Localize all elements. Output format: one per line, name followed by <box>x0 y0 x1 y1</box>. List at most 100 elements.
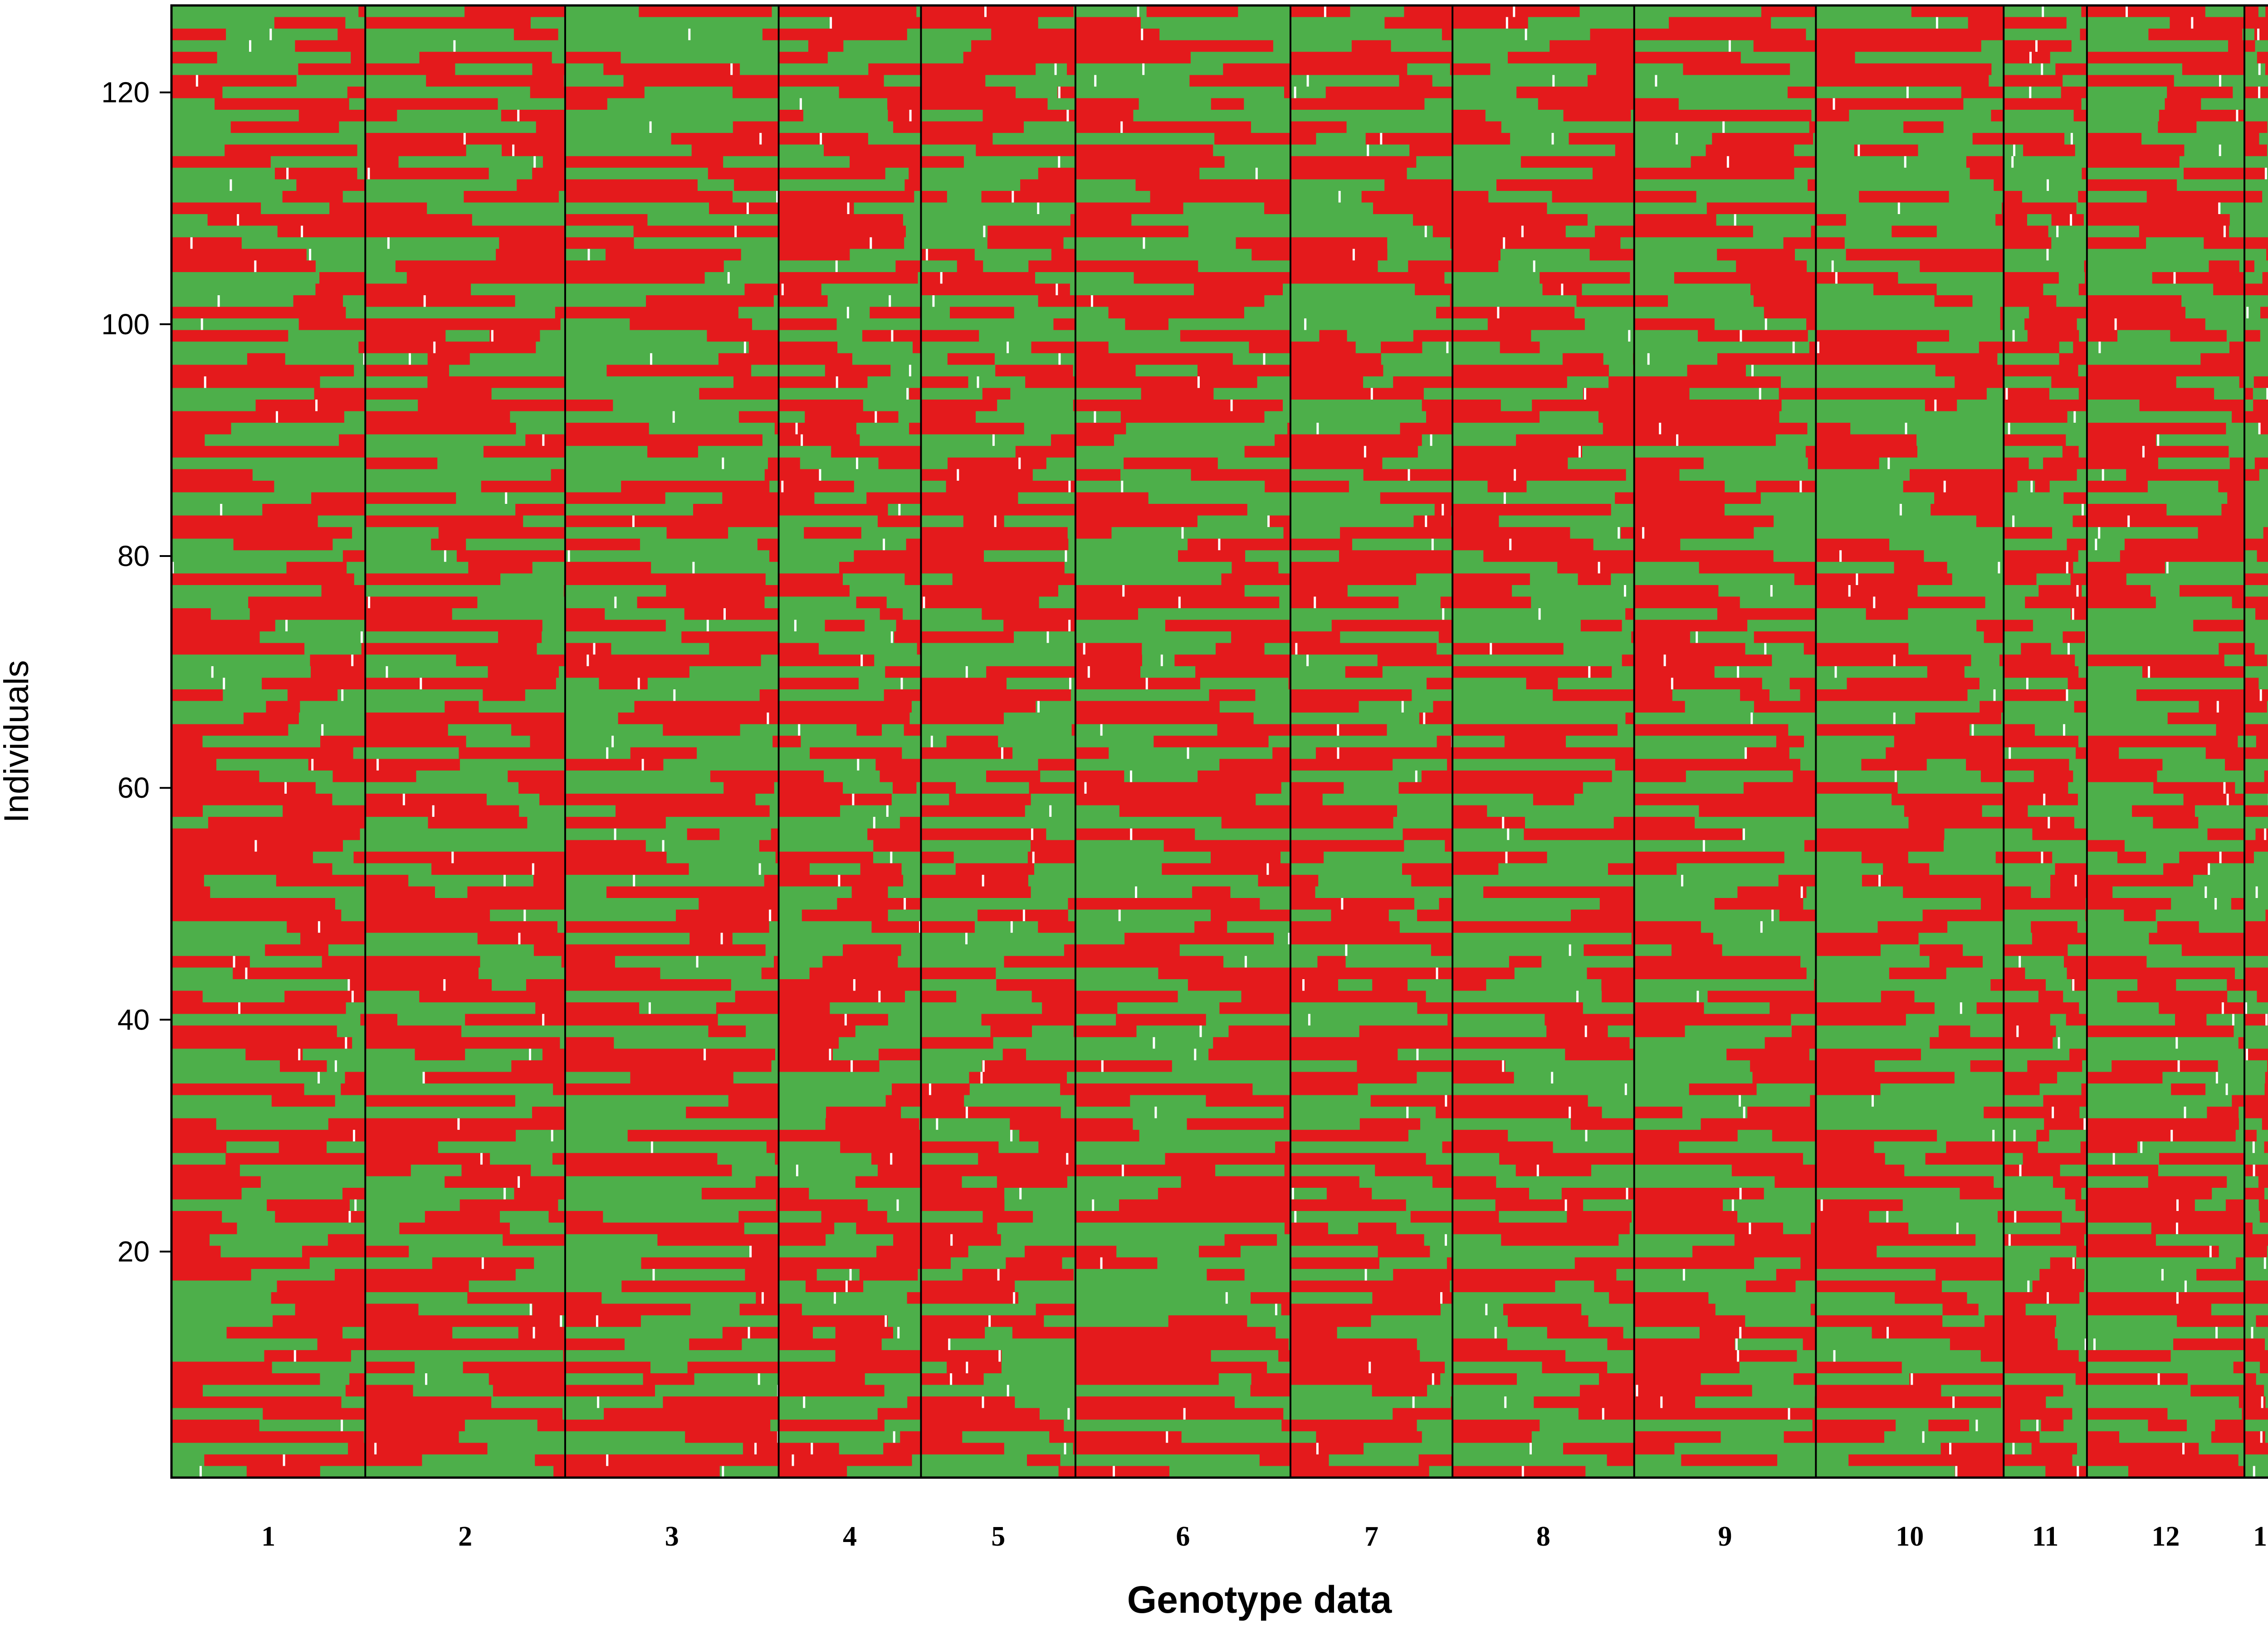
genotype-segment <box>2244 202 2268 215</box>
missing-genotype-mark <box>885 1315 887 1327</box>
genotype-segment <box>171 1385 203 1397</box>
genotype-segment <box>1075 110 1134 122</box>
missing-genotype-mark <box>2175 1037 2178 1049</box>
genotype-segment <box>2004 596 2025 609</box>
genotype-segment <box>1075 144 1213 156</box>
genotype-segment <box>399 1222 510 1235</box>
genotype-segment <box>365 272 407 284</box>
genotype-segment <box>1816 1107 1984 1119</box>
genotype-segment <box>1925 1153 2004 1165</box>
missing-genotype-mark <box>293 1350 296 1362</box>
genotype-segment <box>1159 29 1291 41</box>
missing-genotype-mark <box>491 330 494 342</box>
genotype-segment <box>2256 1130 2268 1142</box>
missing-genotype-mark <box>1445 1234 1447 1246</box>
genotype-segment <box>856 423 909 435</box>
genotype-segment <box>1429 1466 1453 1478</box>
genotype-segment <box>1634 400 1782 412</box>
genotype-segment <box>1634 1373 1701 1386</box>
genotype-segment <box>537 1420 566 1432</box>
genotype-segment <box>2185 307 2245 319</box>
genotype-segment <box>1844 237 2004 249</box>
genotype-segment <box>365 515 523 527</box>
genotype-segment <box>2079 1292 2087 1304</box>
genotype-segment <box>1846 214 1996 226</box>
genotype-segment <box>1452 1303 1504 1316</box>
genotype-segment <box>1014 631 1076 644</box>
genotype-segment <box>365 98 499 110</box>
missing-genotype-mark <box>1225 1292 1228 1304</box>
genotype-segment <box>1407 167 1453 180</box>
genotype-segment <box>1290 179 1385 191</box>
genotype-segment <box>365 1188 514 1200</box>
genotype-segment <box>778 1292 908 1304</box>
genotype-segment <box>2162 1072 2245 1084</box>
genotype-segment <box>365 202 427 215</box>
genotype-segment <box>2004 759 2069 771</box>
genotype-segment <box>921 1396 1015 1409</box>
genotype-segment <box>2244 225 2268 238</box>
genotype-segment <box>2244 643 2255 655</box>
missing-genotype-mark <box>2219 851 2222 864</box>
genotype-segment <box>1245 550 1291 562</box>
genotype-segment <box>2069 759 2087 771</box>
genotype-segment <box>1038 295 1076 307</box>
genotype-segment <box>296 75 366 87</box>
genotype-segment <box>1073 1443 1076 1455</box>
genotype-segment <box>1408 1130 1453 1142</box>
genotype-segment <box>1381 342 1423 354</box>
genotype-segment <box>1290 1141 1443 1153</box>
genotype-segment <box>435 886 468 898</box>
genotype-segment <box>1075 956 1224 968</box>
genotype-segment <box>1889 967 1947 980</box>
genotype-segment <box>171 1396 342 1409</box>
genotype-segment <box>565 1118 779 1130</box>
genotype-segment <box>2244 214 2268 226</box>
genotype-segment <box>1737 1211 1816 1223</box>
genotype-segment <box>921 712 1004 725</box>
genotype-segment <box>1075 1292 1251 1304</box>
missing-genotype-mark <box>856 457 858 469</box>
genotype-segment <box>1452 40 1550 52</box>
genotype-segment <box>353 851 366 864</box>
genotype-segment <box>542 1049 566 1061</box>
genotype-segment <box>1450 295 1453 307</box>
genotype-segment <box>318 515 366 527</box>
genotype-segment <box>1264 295 1291 307</box>
genotype-segment <box>1634 5 1762 18</box>
missing-genotype-mark <box>1337 724 1339 736</box>
genotype-segment <box>2244 1292 2268 1304</box>
genotype-segment <box>1772 1130 1816 1142</box>
genotype-segment <box>1452 898 1600 910</box>
genotype-segment <box>1359 1025 1453 1038</box>
genotype-segment <box>2244 909 2266 922</box>
genotype-segment <box>921 794 949 806</box>
genotype-segment <box>2267 144 2268 156</box>
genotype-segment <box>877 515 921 527</box>
genotype-segment <box>1723 1199 1816 1211</box>
genotype-segment <box>2244 98 2268 110</box>
genotype-segment <box>865 620 897 632</box>
genotype-segment <box>2087 121 2158 133</box>
genotype-segment <box>1531 596 1635 609</box>
genotype-segment <box>778 1327 813 1339</box>
missing-genotype-mark <box>1792 342 1795 353</box>
genotype-segment <box>1290 712 1420 725</box>
genotype-segment <box>778 596 857 609</box>
genotype-segment <box>491 388 566 400</box>
genotype-segment <box>1892 794 2004 806</box>
missing-genotype-mark <box>977 376 979 388</box>
genotype-segment <box>397 110 502 122</box>
genotype-segment <box>565 515 779 527</box>
genotype-segment <box>1794 1373 1816 1386</box>
genotype-segment <box>171 63 298 75</box>
genotype-segment <box>2004 411 2068 423</box>
genotype-segment <box>1075 747 1109 759</box>
genotype-segment <box>365 561 469 574</box>
genotype-segment <box>1227 921 1291 933</box>
genotype-segment <box>2117 330 2170 342</box>
genotype-segment <box>1816 144 1855 156</box>
genotype-segment <box>1073 365 1076 377</box>
genotype-segment <box>1917 446 2004 458</box>
genotype-segment <box>2244 190 2263 203</box>
